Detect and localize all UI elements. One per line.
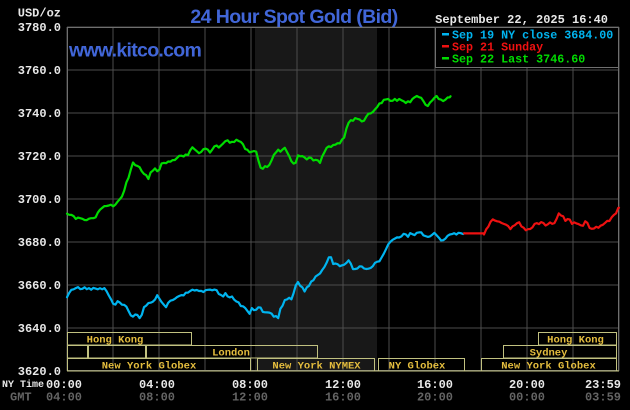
svg-text:3680.0: 3680.0 — [18, 236, 61, 250]
svg-text:Hong Kong: Hong Kong — [547, 335, 604, 347]
svg-text:September 22, 2025 16:40: September 22, 2025 16:40 — [435, 13, 608, 27]
svg-text:Sep 21 Sunday: Sep 21 Sunday — [452, 41, 543, 55]
svg-text:08:00: 08:00 — [139, 391, 175, 405]
svg-text:04:00: 04:00 — [139, 378, 175, 392]
svg-text:20:00: 20:00 — [509, 378, 545, 392]
svg-text:12:00: 12:00 — [325, 378, 361, 392]
svg-text:00:00: 00:00 — [46, 378, 82, 392]
svg-text:20:00: 20:00 — [417, 391, 453, 405]
svg-text:Sydney: Sydney — [530, 348, 569, 360]
svg-text:London: London — [212, 348, 250, 360]
svg-text:08:00: 08:00 — [232, 378, 268, 392]
svg-text:3760.0: 3760.0 — [18, 64, 61, 78]
svg-text:16:00: 16:00 — [417, 378, 453, 392]
svg-text:GMT: GMT — [10, 391, 32, 405]
svg-text:3660.0: 3660.0 — [18, 279, 61, 293]
svg-text:NY Globex: NY Globex — [389, 361, 446, 373]
svg-text:NY Time: NY Time — [2, 379, 44, 391]
svg-text:16:00: 16:00 — [325, 391, 361, 405]
svg-text:3700.0: 3700.0 — [18, 193, 61, 207]
svg-text:Hong Kong: Hong Kong — [87, 335, 144, 347]
svg-text:00:00: 00:00 — [509, 391, 545, 405]
svg-text:24 Hour Spot Gold (Bid): 24 Hour Spot Gold (Bid) — [190, 6, 397, 28]
svg-text:USD/oz: USD/oz — [18, 7, 61, 21]
svg-text:23:59: 23:59 — [585, 378, 621, 392]
svg-text:New York Globex: New York Globex — [501, 361, 596, 373]
svg-text:3640.0: 3640.0 — [18, 322, 61, 336]
svg-text:Sep 22 Last 3746.60: Sep 22 Last 3746.60 — [452, 53, 585, 67]
svg-text:12:00: 12:00 — [232, 391, 268, 405]
svg-text:Sep 19 NY close 3684.00: Sep 19 NY close 3684.00 — [452, 29, 613, 43]
svg-text:New York Globex: New York Globex — [102, 361, 197, 373]
svg-text:www.kitco.com: www.kitco.com — [68, 40, 201, 62]
svg-text:04:00: 04:00 — [46, 391, 82, 405]
svg-text:3780.0: 3780.0 — [18, 21, 61, 35]
svg-text:3620.0: 3620.0 — [18, 365, 61, 379]
svg-text:New York NYMEX: New York NYMEX — [272, 361, 361, 373]
svg-text:3740.0: 3740.0 — [18, 107, 61, 121]
svg-text:03:59: 03:59 — [585, 391, 621, 405]
svg-text:3720.0: 3720.0 — [18, 150, 61, 164]
